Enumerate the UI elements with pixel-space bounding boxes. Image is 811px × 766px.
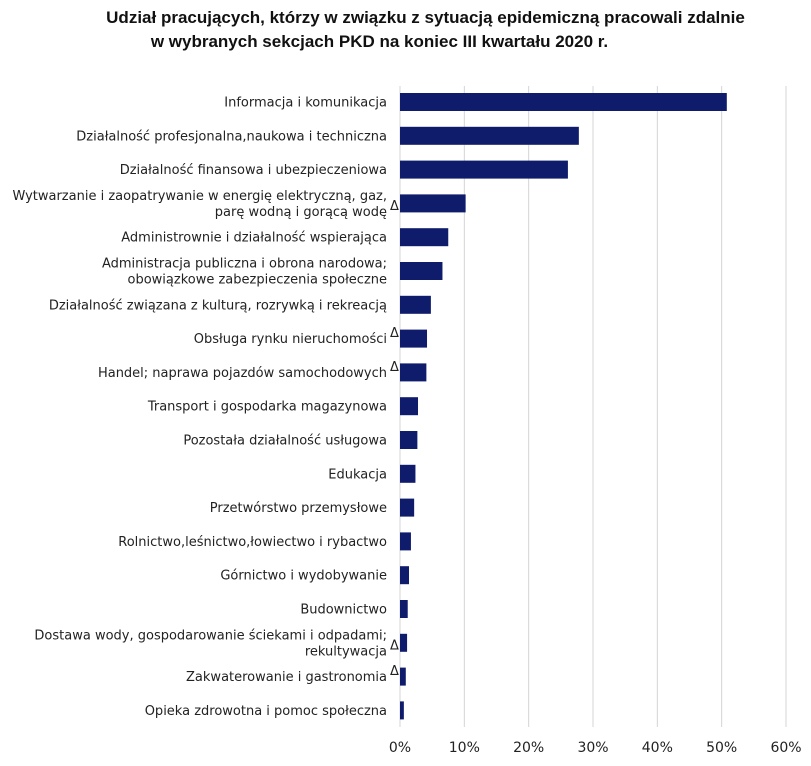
- x-tick-label: 50%: [706, 740, 737, 756]
- category-label: Transport i gospodarka magazynowa: [147, 400, 387, 415]
- category-label: Przetwórstwo przemysłowe: [210, 501, 387, 516]
- category-label: Działalność profesjonalna,naukowa i tech…: [76, 129, 387, 144]
- category-label: obowiązkowe zabezpieczenia społeczne: [128, 273, 388, 288]
- bar: [400, 160, 568, 179]
- bar: [400, 397, 419, 416]
- bar: [400, 329, 428, 348]
- x-tick-label: 20%: [513, 740, 544, 756]
- category-label: Działalność związana z kulturą, rozrywką…: [49, 298, 387, 313]
- bar: [400, 93, 727, 111]
- bar: [400, 600, 408, 618]
- chart-title-line-2: w wybranych sekcjach PKD na koniec III k…: [150, 32, 609, 51]
- bar: [400, 126, 579, 145]
- bar: [400, 194, 466, 213]
- bar: [400, 431, 418, 449]
- x-tick-label: 30%: [577, 740, 608, 756]
- category-flag: Δ: [390, 638, 399, 653]
- category-label: Obsługa rynku nieruchomości: [194, 332, 387, 347]
- category-label: rekultywacja: [305, 644, 387, 659]
- bar: [400, 701, 404, 720]
- chart-title: Udział pracujących, którzy w związku z s…: [0, 6, 811, 54]
- x-tick-label: 10%: [449, 740, 480, 756]
- bar: [400, 262, 443, 280]
- bar: [400, 667, 406, 686]
- category-label: Górnictwo i wydobywanie: [220, 569, 387, 584]
- category-flag: Δ: [390, 664, 399, 679]
- category-label: Pozostała działalność usługowa: [183, 434, 387, 449]
- category-label: Dostawa wody, gospodarowanie ściekami i …: [34, 628, 387, 643]
- category-label: Rolnictwo,leśnictwo,łowiectwo i rybactwo: [118, 535, 387, 550]
- bar: [400, 532, 411, 551]
- bar: [400, 295, 431, 314]
- x-tick-label: 60%: [770, 740, 801, 756]
- category-label: Handel; naprawa pojazdów samochodowych: [98, 366, 387, 381]
- category-label: Działalność finansowa i ubezpieczeniowa: [120, 163, 387, 178]
- category-flag: Δ: [390, 360, 399, 375]
- category-label: Budownictwo: [300, 603, 387, 618]
- category-label: Administracja publiczna i obrona narodow…: [102, 257, 387, 272]
- category-label: parę wodną i gorącą wodę: [215, 205, 387, 220]
- x-tick-label: 40%: [642, 740, 673, 756]
- bar: [400, 566, 410, 585]
- category-label: Zakwaterowanie i gastronomia: [186, 670, 387, 685]
- x-tick-label: 0%: [389, 740, 411, 756]
- category-label: Informacja i komunikacja: [224, 96, 387, 111]
- bar: [400, 633, 408, 652]
- bar: [400, 228, 449, 247]
- category-label: Opieka zdrowotna i pomoc społeczna: [145, 704, 387, 719]
- category-label: Edukacja: [328, 467, 387, 482]
- category-flag: Δ: [390, 326, 399, 341]
- category-label: Administrownie i działalność wspierająca: [121, 231, 387, 246]
- bar: [400, 464, 416, 483]
- category-label: Wytwarzanie i zaopatrywanie w energię el…: [12, 189, 387, 204]
- chart-title-line-1: Udział pracujących, którzy w związku z s…: [106, 8, 745, 27]
- bar: [400, 498, 415, 517]
- category-flag: Δ: [390, 199, 399, 214]
- bar: [400, 363, 427, 382]
